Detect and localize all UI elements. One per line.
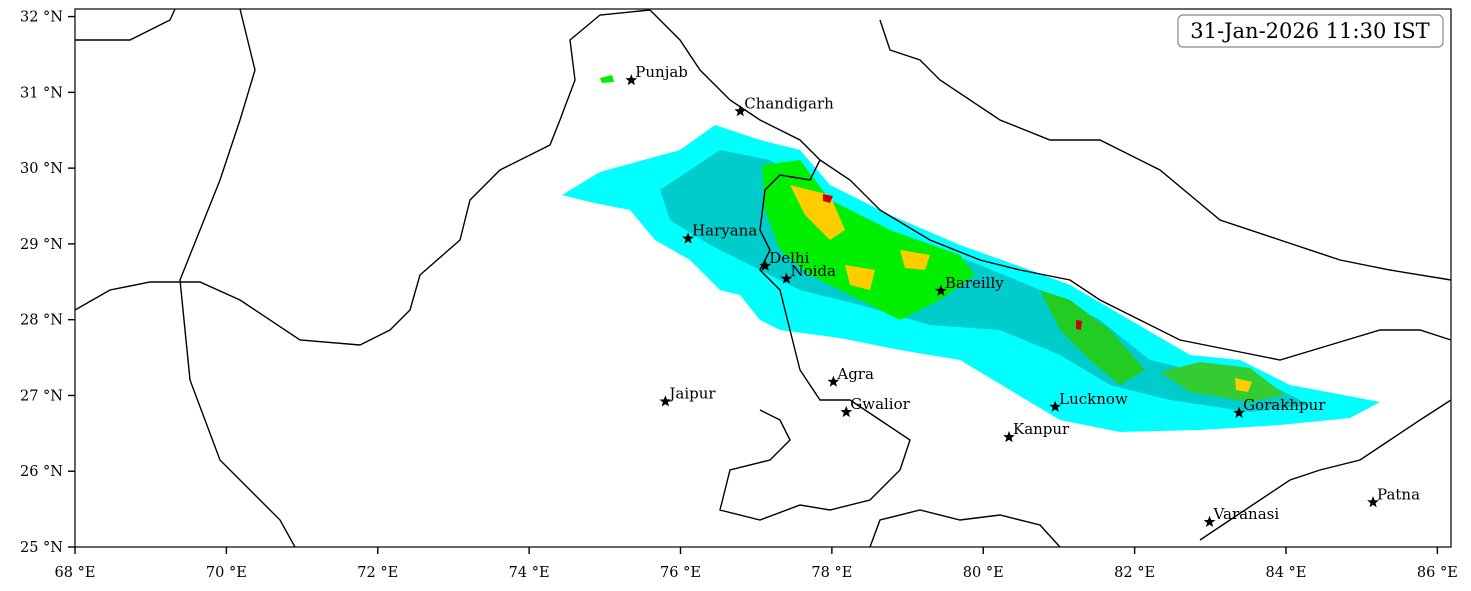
x-tick-label: 72 °E bbox=[357, 565, 398, 581]
city-label: Jaipur bbox=[667, 385, 716, 403]
city-marker bbox=[1233, 406, 1245, 418]
city-marker bbox=[1203, 515, 1216, 527]
city-marker bbox=[1003, 430, 1015, 443]
y-tick-label: 30 °N bbox=[20, 161, 63, 177]
city-label: Haryana bbox=[692, 222, 757, 240]
city-marker bbox=[840, 405, 853, 418]
x-tick-label: 68 °E bbox=[55, 565, 96, 581]
city-label: Gwalior bbox=[850, 395, 910, 413]
timestamp-box bbox=[1177, 14, 1444, 48]
city-marker bbox=[935, 284, 947, 296]
x-tick-label: 82 °E bbox=[1114, 565, 1155, 581]
x-tick-label: 86 °E bbox=[1417, 565, 1458, 581]
city-label: Chandigarh bbox=[744, 94, 834, 112]
x-tick-label: 84 °E bbox=[1266, 565, 1307, 581]
plot-frame bbox=[74, 8, 1452, 548]
y-tick-label: 32 °N bbox=[20, 10, 63, 26]
timestamp: 31-Jan-2026 11:30 IST bbox=[1190, 19, 1429, 43]
y-tick-label: 26 °N bbox=[20, 464, 63, 480]
city-label: Bareilly bbox=[945, 274, 1004, 292]
x-tick-label: 74 °E bbox=[509, 565, 550, 581]
city-marker bbox=[759, 259, 772, 271]
city-label: Varanasi bbox=[1213, 505, 1280, 523]
city-label: Agra bbox=[836, 365, 874, 383]
y-tick-label: 27 °N bbox=[20, 388, 63, 404]
city-marker bbox=[734, 105, 747, 117]
y-tick-label: 25 °N bbox=[20, 540, 63, 556]
rain-field bbox=[562, 75, 1380, 432]
city-label: Noida bbox=[790, 262, 836, 280]
city-label: Kanpur bbox=[1013, 420, 1070, 438]
y-tick-label: 31 °N bbox=[20, 85, 63, 101]
city-marker bbox=[1049, 400, 1062, 412]
x-tick-label: 70 °E bbox=[206, 565, 247, 581]
city-marker bbox=[1367, 496, 1379, 508]
city-label: Patna bbox=[1377, 485, 1420, 503]
x-tick-label: 76 °E bbox=[660, 565, 701, 581]
city-label: Punjab bbox=[635, 63, 688, 81]
x-tick-label: 80 °E bbox=[963, 565, 1004, 581]
borders bbox=[74, 8, 1452, 548]
city-marker bbox=[659, 395, 672, 407]
y-tick-label: 29 °N bbox=[20, 237, 63, 253]
city-label: Delhi bbox=[769, 249, 809, 267]
y-tick-label: 28 °N bbox=[20, 313, 63, 329]
city-marker bbox=[827, 375, 840, 387]
city-label: Gorakhpur bbox=[1243, 396, 1326, 414]
city-marker bbox=[682, 232, 694, 244]
city-marker bbox=[780, 272, 793, 284]
x-tick-label: 78 °E bbox=[811, 565, 852, 581]
city-marker bbox=[625, 74, 638, 86]
city-label: Lucknow bbox=[1059, 390, 1128, 408]
